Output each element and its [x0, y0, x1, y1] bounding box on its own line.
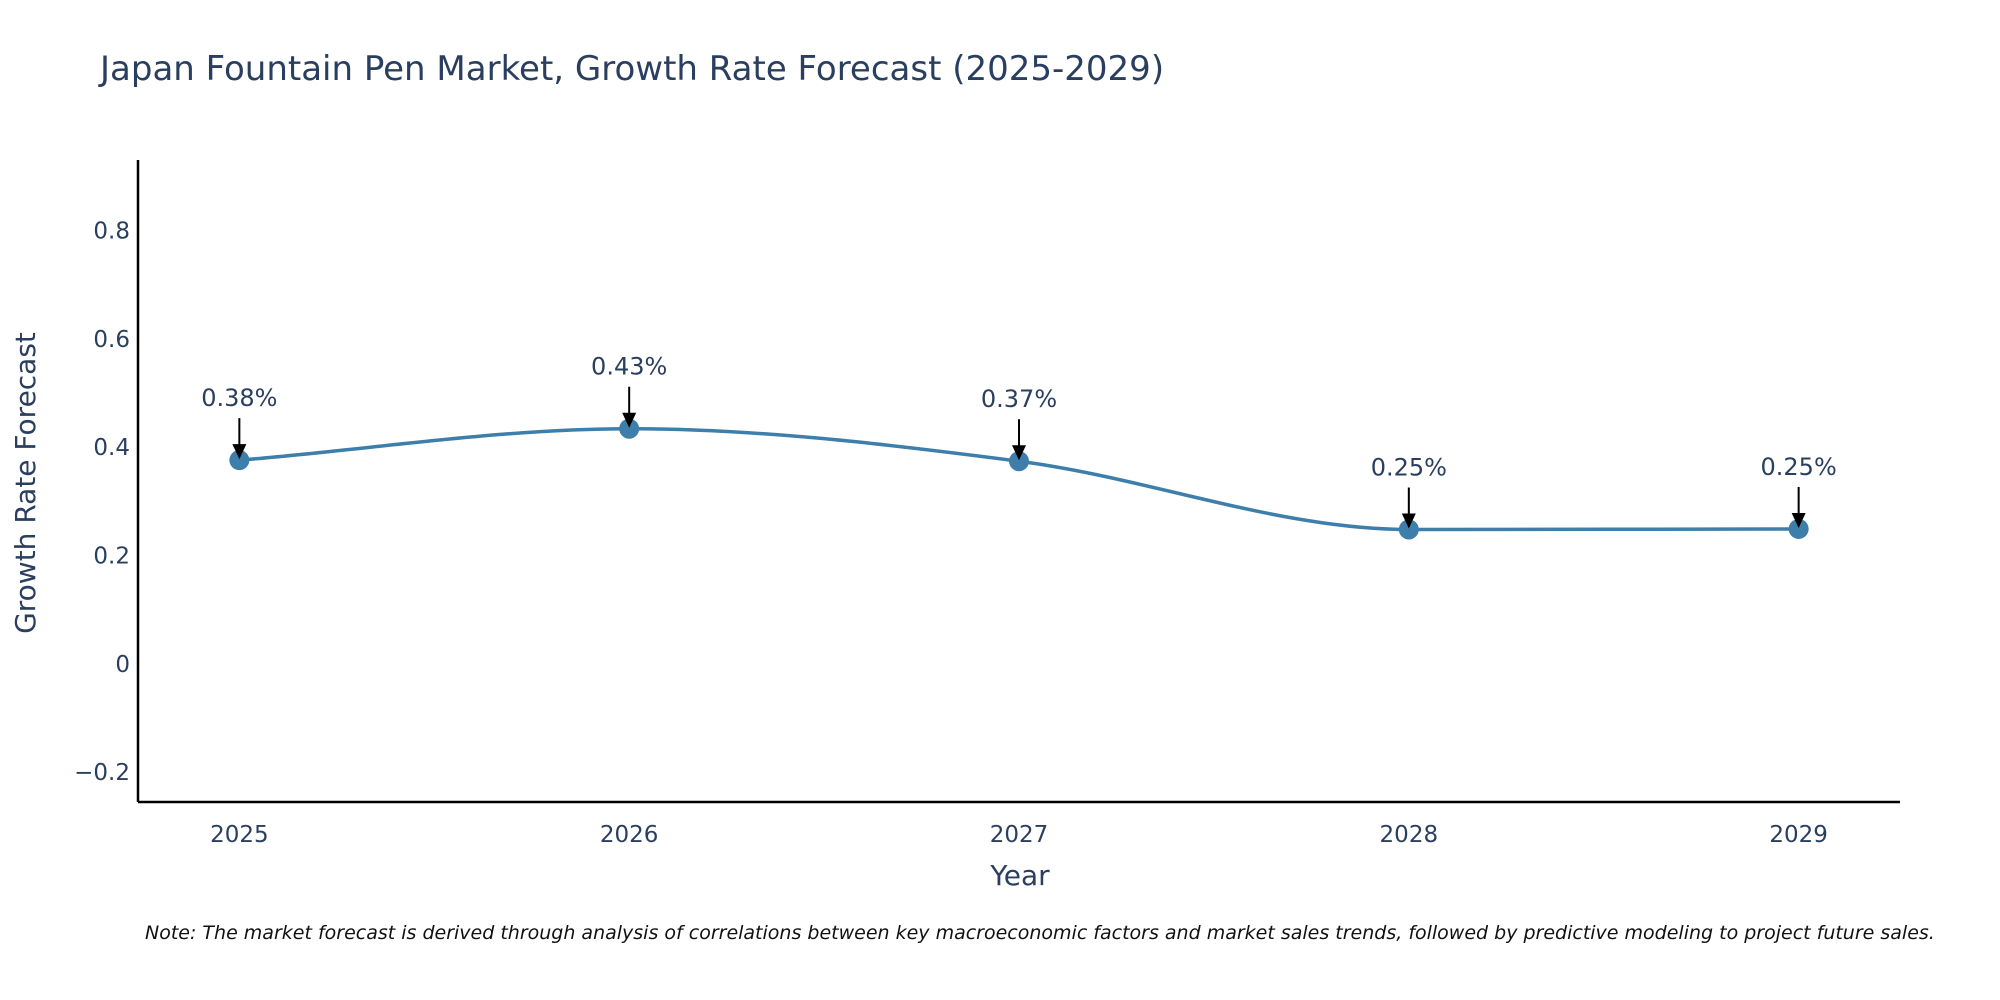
x-tick-label: 2026 [600, 822, 659, 848]
x-tick-label: 2028 [1380, 822, 1439, 848]
data-annotation: 0.43% [591, 353, 667, 428]
data-annotation: 0.25% [1371, 453, 1447, 529]
data-label: 0.38% [201, 384, 277, 412]
data-label: 0.43% [591, 353, 667, 381]
data-points [229, 418, 1809, 540]
y-tick-label: 0.4 [93, 435, 130, 461]
data-point [1398, 519, 1419, 540]
x-tick-label: 2027 [990, 822, 1049, 848]
x-axis-ticks: 2025 2026 2027 2028 2029 [210, 822, 1828, 848]
y-tick-label: 0.6 [93, 327, 130, 353]
annotation-arrow-head [622, 412, 637, 428]
data-label: 0.25% [1761, 453, 1837, 481]
plot-area: −0.2 0 0.2 0.4 0.6 0.8 2025 2026 2027 2028 2029 0… [74, 160, 1900, 848]
y-tick-label: 0.8 [93, 218, 130, 244]
data-label: 0.25% [1371, 453, 1447, 481]
chart-title: Japan Fountain Pen Market, Growth Rate F… [98, 49, 1164, 89]
data-point [619, 418, 640, 439]
footnote: Note: The market forecast is derived thr… [145, 922, 1935, 944]
x-tick-label: 2025 [210, 822, 269, 848]
data-annotations: 0.38% 0.43% 0.37% 0.25% 0.25% [201, 353, 1837, 529]
data-point [229, 450, 250, 471]
x-axis-title: Year [989, 859, 1050, 892]
data-point [1009, 451, 1029, 472]
data-annotation: 0.37% [981, 385, 1057, 461]
data-annotation: 0.38% [201, 384, 277, 460]
y-tick-label: 0 [115, 652, 130, 678]
data-point [1788, 518, 1809, 539]
y-axis-title: Growth Rate Forecast [9, 332, 42, 634]
y-tick-label: 0.2 [93, 543, 130, 569]
annotation-arrow-head [232, 444, 247, 460]
y-tick-label: −0.2 [74, 760, 130, 786]
data-annotation: 0.25% [1761, 453, 1837, 528]
annotation-arrow-head [1791, 512, 1806, 528]
annotation-arrow-head [1012, 445, 1026, 461]
y-axis-ticks: −0.2 0 0.2 0.4 0.6 0.8 [74, 218, 130, 786]
data-label: 0.37% [981, 385, 1057, 413]
annotation-arrow-head [1401, 513, 1416, 529]
x-tick-label: 2029 [1769, 822, 1828, 848]
